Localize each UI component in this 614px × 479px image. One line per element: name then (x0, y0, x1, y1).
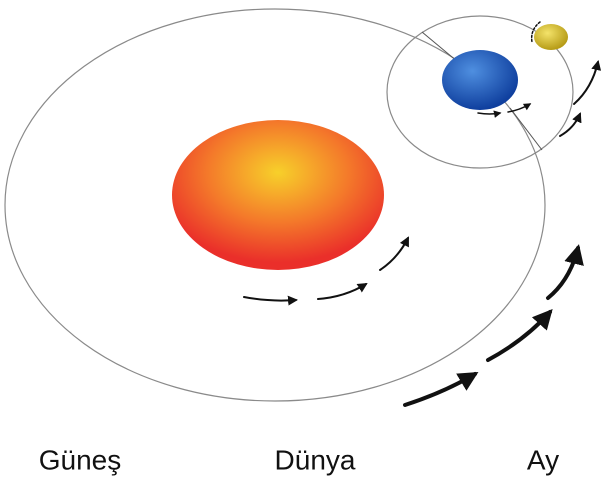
arrow (244, 297, 296, 301)
diagram: Güneş Dünya Ay (0, 0, 614, 479)
earth (442, 50, 518, 110)
pointer-line (422, 32, 458, 62)
arrow (488, 312, 550, 360)
pointer-line (510, 108, 542, 150)
page: {"labels": ["Güneş", "Dünya", "Ay"]} (0, 0, 614, 479)
earth-label: Dünya (275, 444, 356, 475)
sun (172, 120, 384, 270)
arrow (405, 374, 475, 405)
arrow (380, 238, 408, 270)
moon (534, 24, 568, 50)
arrow (574, 62, 598, 104)
arrow (548, 248, 578, 298)
arrow (318, 284, 366, 299)
sun-label: Güneş (39, 444, 122, 475)
arrow (508, 104, 530, 112)
arrow (560, 114, 580, 136)
moon-label: Ay (527, 444, 559, 475)
arrow (478, 113, 500, 114)
